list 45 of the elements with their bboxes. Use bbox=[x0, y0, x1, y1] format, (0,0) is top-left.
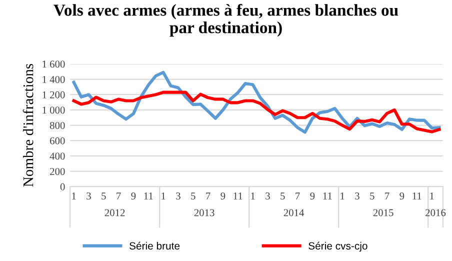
x-tick-label: 3 bbox=[86, 192, 91, 200]
x-tick-label: 11 bbox=[234, 192, 242, 200]
x-tick-label: 9 bbox=[220, 192, 226, 200]
x-tick-label: 1 bbox=[340, 192, 344, 200]
x-tick-label: 3 bbox=[266, 192, 270, 200]
y-tick-label: 200 bbox=[50, 168, 65, 175]
y-tick-label: 1 000 bbox=[42, 106, 65, 114]
x-tick-label: 11 bbox=[412, 192, 422, 200]
x-tick-label: 1 bbox=[430, 192, 434, 200]
line-series bbox=[72, 70, 441, 134]
x-tick-label: 1 bbox=[72, 192, 76, 200]
x-tick-label: 7 bbox=[116, 192, 121, 200]
x-tick-label: 1 bbox=[251, 192, 255, 200]
y-tick-label: 1 600 bbox=[42, 60, 65, 68]
text: 2016 bbox=[426, 209, 446, 216]
x-tick-label: 7 bbox=[385, 192, 390, 200]
x-tick-label: 3 bbox=[355, 192, 360, 200]
x-tick-label: 5 bbox=[370, 192, 374, 200]
text: 2012 bbox=[104, 209, 125, 216]
chart-title: Vols avec armes (armes à feu, armes blanches ou par destination) bbox=[54, 4, 398, 37]
legend-label: Série brute bbox=[130, 242, 180, 250]
x-tick-label: 11 bbox=[323, 192, 332, 200]
y-tick-label: 800 bbox=[50, 122, 65, 129]
legend-label: Série cvs-cjo bbox=[308, 242, 368, 252]
y-tick-label: 400 bbox=[50, 152, 65, 160]
y-tick-label: 600 bbox=[50, 137, 65, 144]
x-tick-label: 3 bbox=[176, 192, 180, 200]
x-tick-label: 5 bbox=[191, 192, 196, 200]
x-tick-label: 9 bbox=[310, 192, 315, 200]
text: 2015 bbox=[373, 209, 394, 216]
line-series bbox=[72, 90, 441, 134]
x-tick-label: 5 bbox=[102, 192, 106, 200]
text: 2014 bbox=[284, 209, 304, 216]
x-tick-label: 7 bbox=[206, 192, 210, 200]
text: 2013 bbox=[194, 209, 214, 216]
x-tick-label: 11 bbox=[144, 192, 153, 200]
y-tick-label: 0 bbox=[60, 183, 65, 190]
x-tick-label: 1 bbox=[162, 192, 166, 200]
y-tick-label: 1 200 bbox=[42, 91, 65, 98]
x-tick-label: 7 bbox=[296, 192, 300, 200]
y-tick-label: 1 400 bbox=[42, 76, 65, 83]
x-tick-label: 5 bbox=[280, 192, 285, 200]
x-tick-label: 9 bbox=[131, 192, 136, 200]
x-tick-label: 9 bbox=[400, 192, 404, 200]
y-axis-title: Nombre d'infractions bbox=[22, 64, 34, 187]
